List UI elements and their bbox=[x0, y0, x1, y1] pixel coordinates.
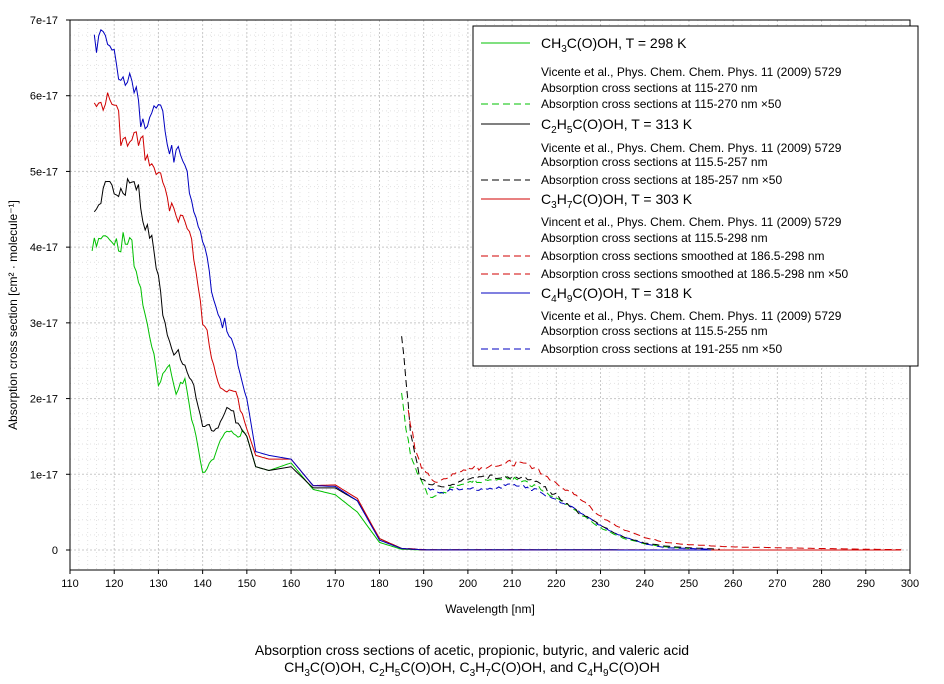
legend-text: Vincent et al., Phys. Chem. Chem. Phys. … bbox=[541, 215, 842, 229]
x-tick-label: 240 bbox=[636, 578, 654, 590]
x-tick-label: 170 bbox=[326, 578, 344, 590]
legend-entry: Absorption cross sections at 191-255 nm … bbox=[541, 342, 782, 356]
y-tick-label: 1e-17 bbox=[30, 469, 58, 481]
legend-entry: Absorption cross sections at 185-257 nm … bbox=[541, 173, 782, 187]
legend-series-name: C2H5C(O)OH, T = 313 K bbox=[541, 116, 693, 136]
x-axis-label: Wavelength [nm] bbox=[445, 602, 535, 616]
legend-text: Absorption cross sections at 115-270 nm bbox=[541, 81, 758, 95]
x-tick-label: 190 bbox=[415, 578, 433, 590]
x-tick-label: 150 bbox=[238, 578, 256, 590]
data-series bbox=[91, 28, 902, 551]
legend-text: Vicente et al., Phys. Chem. Chem. Phys. … bbox=[541, 141, 842, 155]
x-tick-label: 250 bbox=[680, 578, 698, 590]
legend-text: Vicente et al., Phys. Chem. Chem. Phys. … bbox=[541, 309, 842, 323]
y-tick-label: 3e-17 bbox=[30, 318, 58, 330]
x-tick-label: 280 bbox=[812, 578, 830, 590]
legend-series-name: C3H7C(O)OH, T = 303 K bbox=[541, 191, 693, 211]
x-tick-label: 140 bbox=[193, 578, 211, 590]
legend-entry: Absorption cross sections smoothed at 18… bbox=[541, 267, 849, 281]
x-tick-label: 260 bbox=[724, 578, 742, 590]
x-tick-label: 180 bbox=[370, 578, 388, 590]
x-tick-label: 270 bbox=[768, 578, 786, 590]
legend-entry: Absorption cross sections at 115-270 nm … bbox=[541, 97, 782, 111]
legend-series-name: C4H9C(O)OH, T = 318 K bbox=[541, 285, 693, 305]
series-line bbox=[407, 409, 902, 551]
legend-entry: Absorption cross sections smoothed at 18… bbox=[541, 249, 825, 263]
x-tick-label: 200 bbox=[459, 578, 477, 590]
x-tick-label: 300 bbox=[901, 578, 919, 590]
y-tick-label: 6e-17 bbox=[30, 91, 58, 103]
x-tick-label: 210 bbox=[503, 578, 521, 590]
x-tick-label: 230 bbox=[591, 578, 609, 590]
caption-line-1: Absorption cross sections of acetic, pro… bbox=[254, 642, 690, 658]
series-line bbox=[93, 28, 712, 551]
legend-text: Absorption cross sections at 115.5-257 n… bbox=[541, 155, 768, 169]
series-line bbox=[427, 483, 712, 550]
x-tick-label: 220 bbox=[547, 578, 565, 590]
y-tick-label: 5e-17 bbox=[30, 166, 58, 178]
x-tick-label: 160 bbox=[282, 578, 300, 590]
series-line bbox=[401, 392, 689, 549]
legend-series-name: CH3C(O)OH, T = 298 K bbox=[541, 35, 687, 55]
legend-text: Absorption cross sections at 115.5-255 n… bbox=[541, 324, 768, 338]
y-tick-label: 4e-17 bbox=[30, 242, 58, 254]
series-line bbox=[401, 336, 720, 550]
axis-ticks: 110 120 130 140 150 160 170 180 190 200 210 220 230 2… bbox=[30, 15, 919, 590]
y-axis-label: Absorption cross section [cm² · molecule… bbox=[6, 200, 20, 430]
x-tick-label: 130 bbox=[149, 578, 167, 590]
y-tick-label: 0 bbox=[52, 545, 58, 557]
absorption-chart: 110 120 130 140 150 160 170 180 190 200 210 220 230 2… bbox=[6, 15, 919, 616]
legend-text: Absorption cross sections at 115.5-298 n… bbox=[541, 231, 768, 245]
x-tick-label: 290 bbox=[857, 578, 875, 590]
x-tick-label: 120 bbox=[105, 578, 123, 590]
legend-text: Vicente et al., Phys. Chem. Chem. Phys. … bbox=[541, 65, 842, 79]
caption-line-2: CH3C(O)OH, C2H5C(O)OH, C3H7C(O)OH, and C… bbox=[284, 659, 660, 679]
y-tick-label: 2e-17 bbox=[30, 394, 58, 406]
legend-box bbox=[472, 25, 919, 367]
legend: CH3C(O)OH, T = 298 K Vicente et al., Phys… bbox=[472, 25, 919, 367]
y-tick-label: 7e-17 bbox=[30, 15, 58, 27]
x-tick-label: 110 bbox=[61, 578, 79, 590]
